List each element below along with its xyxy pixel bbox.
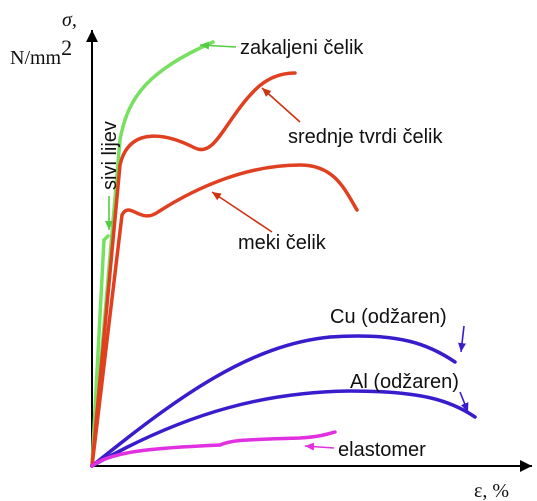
labels: zakaljeni čelik srednje tvrdi čelik meki… <box>99 37 459 461</box>
curve-label: sivi lijev <box>99 121 121 190</box>
curve-label: zakaljeni čelik <box>240 37 364 59</box>
curve-label: meki čelik <box>238 232 327 254</box>
y-unit-exponent: 2 <box>61 35 72 60</box>
curve-label: Al (odžaren) <box>350 371 459 393</box>
axes: σ, N/mm2 ε, % <box>10 9 532 501</box>
curve-sivi <box>90 234 110 468</box>
curve-al <box>90 389 477 468</box>
curve-label: Cu (odžaren) <box>330 306 447 328</box>
pointers <box>105 41 469 451</box>
pointer <box>459 391 469 413</box>
y-symbol: σ, <box>62 9 77 31</box>
curve-cu <box>90 334 457 468</box>
curves <box>90 40 477 468</box>
pointer <box>211 191 273 233</box>
curve-label: elastomer <box>338 439 426 461</box>
curve-elastomer <box>90 430 337 468</box>
pointer <box>458 325 467 353</box>
pointer <box>304 442 335 451</box>
y-unit: N/mm2 <box>10 35 72 69</box>
y-unit-base: N/mm <box>10 47 62 69</box>
pointer <box>199 41 237 50</box>
pointer <box>261 87 301 123</box>
curve-meki <box>90 163 359 468</box>
curve-label: srednje tvrdi čelik <box>288 126 444 148</box>
x-label: ε, % <box>474 480 509 501</box>
curve-zakaljeni <box>90 40 215 468</box>
curve-srednje <box>90 71 297 468</box>
